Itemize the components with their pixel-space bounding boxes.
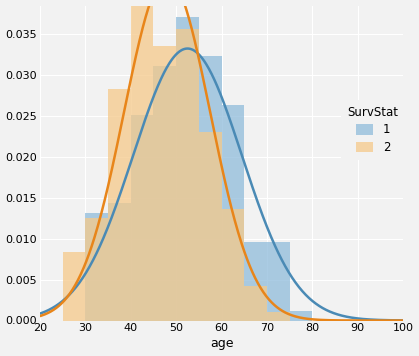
Bar bbox=[244, 242, 267, 320]
Bar bbox=[199, 132, 222, 320]
Bar bbox=[244, 286, 267, 320]
Bar bbox=[176, 17, 199, 320]
Bar bbox=[267, 242, 290, 320]
Bar bbox=[222, 105, 244, 320]
Bar bbox=[176, 29, 199, 320]
Bar bbox=[153, 46, 176, 320]
Bar bbox=[267, 312, 290, 320]
Bar bbox=[108, 203, 131, 320]
Bar bbox=[131, 0, 153, 320]
Bar bbox=[290, 311, 312, 320]
Bar bbox=[131, 115, 153, 320]
Bar bbox=[85, 213, 108, 320]
Legend: 1, 2: 1, 2 bbox=[341, 100, 404, 160]
Bar bbox=[63, 252, 85, 320]
Bar bbox=[85, 218, 108, 320]
X-axis label: age: age bbox=[210, 337, 233, 350]
Bar bbox=[222, 209, 244, 320]
Bar bbox=[108, 89, 131, 320]
Bar bbox=[199, 56, 222, 320]
Bar bbox=[153, 66, 176, 320]
